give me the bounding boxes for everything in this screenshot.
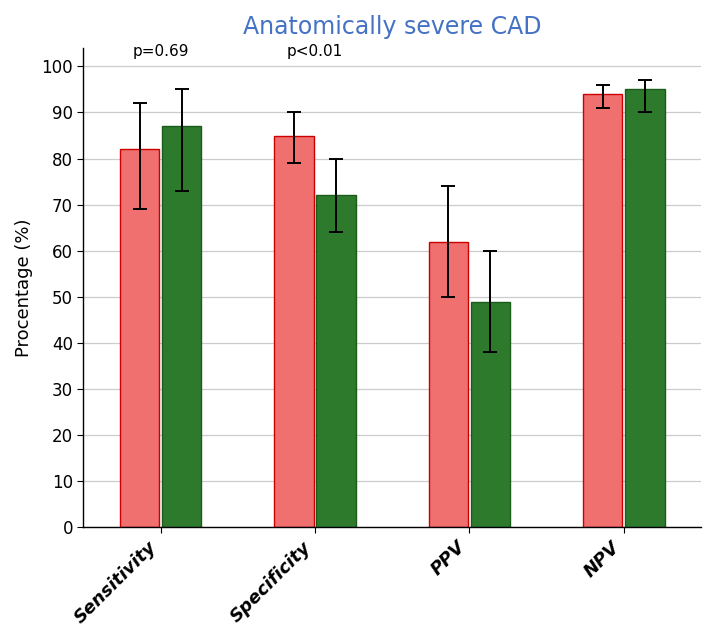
Bar [625, 89, 664, 528]
Text: p<0.01: p<0.01 [287, 44, 343, 60]
Bar [583, 94, 622, 528]
Y-axis label: Procentage (%): Procentage (%) [15, 218, 33, 357]
Bar [471, 302, 510, 528]
Bar [162, 126, 201, 528]
Title: Anatomically severe CAD: Anatomically severe CAD [243, 15, 541, 39]
Bar [429, 241, 468, 528]
Bar [120, 150, 159, 528]
Bar [316, 195, 356, 528]
Text: p=0.69: p=0.69 [132, 44, 189, 60]
Bar [274, 135, 314, 528]
